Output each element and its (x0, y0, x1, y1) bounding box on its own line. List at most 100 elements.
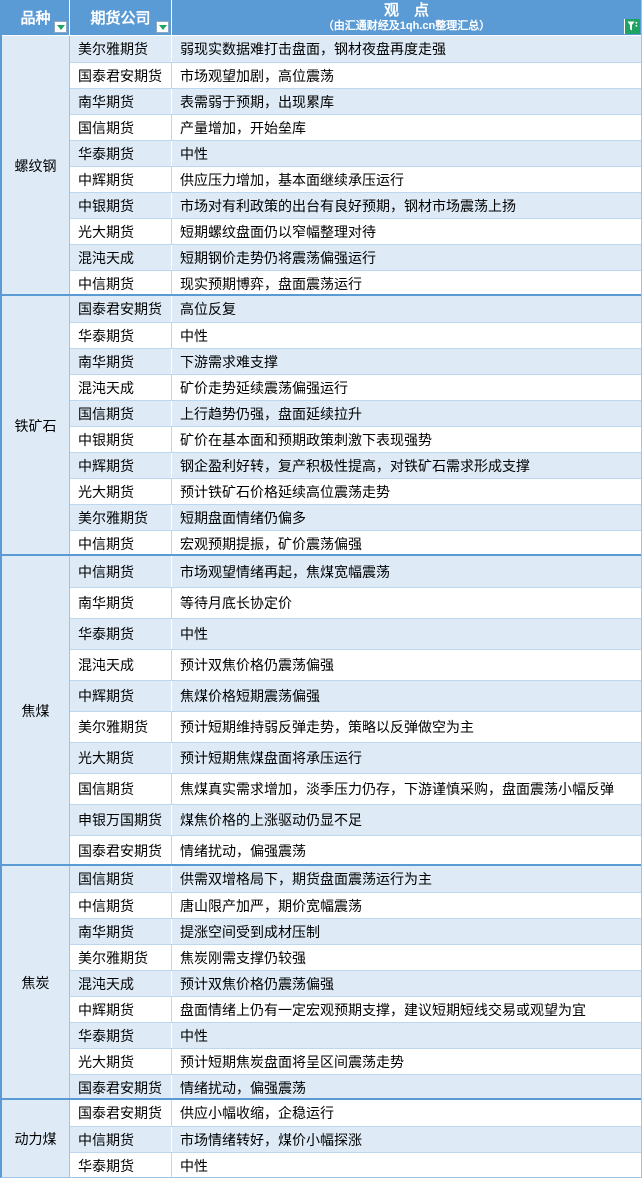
table-row: 南华期货 提涨空间受到成材压制 (70, 918, 641, 944)
company-cell: 混沌天成 (70, 375, 172, 400)
variety-cell: 铁矿石 (2, 296, 70, 556)
table-row: 中信期货 现实预期博弈，盘面震荡运行 (70, 270, 641, 296)
table-row: 国信期货 供需双增格局下，期货盘面震荡运行为主 (70, 866, 641, 892)
company-cell: 混沌天成 (70, 971, 172, 996)
view-cell: 上行趋势仍强，盘面延续拉升 (180, 405, 362, 422)
table-row: 光大期货 预计铁矿石价格延续高位震荡走势 (70, 478, 641, 504)
group-rows: 国信期货 供需双增格局下，期货盘面震荡运行为主 中信期货 唐山限产加严，期价宽幅… (70, 866, 641, 1100)
header-cell-variety: 品种 (2, 0, 70, 35)
company-cell: 申银万国期货 (70, 805, 172, 835)
company-cell: 光大期货 (70, 743, 172, 773)
table-row: 国信期货 焦煤真实需求增加，淡季压力仍存，下游谨慎采购，盘面震荡小幅反弹 (70, 773, 641, 804)
view-cell: 预计短期维持弱反弹走势，策略以反弹做空为主 (180, 719, 474, 735)
company-cell: 光大期货 (70, 1049, 172, 1074)
triangle-down-icon (56, 24, 65, 30)
company-cell: 国信期货 (70, 774, 172, 804)
header-cell-company: 期货公司 (70, 0, 172, 35)
table-row: 国泰君安期货 情绪扰动，偏强震荡 (70, 835, 641, 866)
company-cell: 光大期货 (70, 219, 172, 244)
company-cell: 国信期货 (70, 115, 172, 140)
filter-funnel-icon[interactable] (624, 19, 640, 34)
view-cell: 市场对有利政策的出台有良好预期，钢材市场震荡上扬 (180, 197, 516, 214)
view-cell: 产量增加，开始垒库 (180, 119, 306, 136)
table-body: 螺纹钢 美尔雅期货 弱现实数据难打击盘面，钢材夜盘再度走强 国泰君安期货 市场观… (2, 36, 641, 1177)
variety-filter-dropdown-icon[interactable] (54, 21, 67, 33)
table-row: 华泰期货 中性 (70, 1152, 641, 1177)
table-row: 混沌天成 预计双焦价格仍震荡偏强 (70, 649, 641, 680)
variety-group: 动力煤 国泰君安期货 供应小幅收缩，企稳运行 中信期货 市场情绪转好，煤价小幅探… (2, 1098, 641, 1177)
view-cell: 等待月底长协定价 (180, 595, 292, 611)
table-row: 南华期货 下游需求难支撑 (70, 348, 641, 374)
view-cell: 矿价走势延续震荡偏强运行 (180, 379, 348, 396)
company-cell: 中银期货 (70, 193, 172, 218)
variety-cell: 焦煤 (2, 556, 70, 866)
view-cell: 弱现实数据难打击盘面，钢材夜盘再度走强 (180, 41, 446, 57)
company-cell: 中信期货 (70, 556, 172, 587)
company-cell: 中信期货 (70, 1127, 172, 1152)
table-row: 光大期货 短期螺纹盘面仍以窄幅整理对待 (70, 218, 641, 244)
table-row: 美尔雅期货 弱现实数据难打击盘面，钢材夜盘再度走强 (70, 36, 641, 62)
variety-group: 焦煤 中信期货 市场观望情绪再起，焦煤宽幅震荡 南华期货 等待月底长协定价 华泰… (2, 554, 641, 866)
company-filter-dropdown-icon[interactable] (156, 21, 169, 33)
view-cell: 预计双焦价格仍震荡偏强 (180, 657, 334, 673)
company-cell: 中信期货 (70, 271, 172, 296)
view-cell: 市场观望加剧，高位震荡 (180, 67, 334, 84)
view-cell: 中性 (180, 626, 208, 642)
table-row: 华泰期货 中性 (70, 618, 641, 649)
variety-label: 动力煤 (14, 1131, 57, 1147)
view-cell: 唐山限产加严，期价宽幅震荡 (180, 897, 362, 914)
table-row: 申银万国期货 煤焦价格的上涨驱动仍显不足 (70, 804, 641, 835)
company-cell: 南华期货 (70, 349, 172, 374)
company-cell: 华泰期货 (70, 323, 172, 348)
table-row: 光大期货 预计短期焦炭盘面将呈区间震荡走势 (70, 1048, 641, 1074)
triangle-down-icon (158, 24, 167, 30)
table-row: 华泰期货 中性 (70, 140, 641, 166)
company-column-title: 期货公司 (90, 10, 151, 27)
company-cell: 南华期货 (70, 89, 172, 114)
view-cell: 现实预期博弈，盘面震荡运行 (180, 275, 362, 292)
view-cell: 短期盘面情绪仍偏多 (180, 509, 306, 526)
view-cell: 焦煤真实需求增加，淡季压力仍存，下游谨慎采购，盘面震荡小幅反弹 (180, 781, 614, 797)
table-row: 混沌天成 短期钢价走势仍将震荡偏强运行 (70, 244, 641, 270)
table-row: 中辉期货 盘面情绪上仍有一定宏观预期支撑，建议短期短线交易或观望为宜 (70, 996, 641, 1022)
view-cell: 短期钢价走势仍将震荡偏强运行 (180, 249, 376, 266)
company-cell: 光大期货 (70, 479, 172, 504)
variety-group: 焦炭 国信期货 供需双增格局下，期货盘面震荡运行为主 中信期货 唐山限产加严，期… (2, 864, 641, 1100)
table-row: 国泰君安期货 供应小幅收缩，企稳运行 (70, 1100, 641, 1126)
view-cell: 表需弱于预期，出现累库 (180, 93, 334, 110)
view-cell: 供应压力增加，基本面继续承压运行 (180, 171, 404, 188)
variety-group: 铁矿石 国泰君安期货 高位反复 华泰期货 中性 南华期货 下游需求难支撑 混沌天… (2, 294, 641, 556)
view-cell: 高位反复 (180, 301, 236, 317)
view-cell: 市场观望情绪再起，焦煤宽幅震荡 (180, 563, 390, 580)
company-cell: 中银期货 (70, 427, 172, 452)
company-cell: 中辉期货 (70, 167, 172, 192)
company-cell: 南华期货 (70, 919, 172, 944)
company-cell: 南华期货 (70, 588, 172, 618)
variety-group: 螺纹钢 美尔雅期货 弱现实数据难打击盘面，钢材夜盘再度走强 国泰君安期货 市场观… (2, 36, 641, 296)
view-cell: 预计铁矿石价格延续高位震荡走势 (180, 483, 390, 500)
company-cell: 华泰期货 (70, 141, 172, 166)
variety-label: 螺纹钢 (14, 158, 57, 174)
table-row: 美尔雅期货 预计短期维持弱反弹走势，策略以反弹做空为主 (70, 711, 641, 742)
company-cell: 华泰期货 (70, 619, 172, 649)
view-cell: 市场情绪转好，煤价小幅探涨 (180, 1131, 362, 1148)
table-row: 光大期货 预计短期焦煤盘面将承压运行 (70, 742, 641, 773)
view-cell: 短期螺纹盘面仍以窄幅整理对待 (180, 223, 376, 240)
view-cell: 矿价在基本面和预期政策刺激下表现强势 (180, 431, 432, 448)
view-cell: 预计双焦价格仍震荡偏强 (180, 975, 334, 992)
view-cell: 下游需求难支撑 (180, 353, 278, 370)
company-cell: 华泰期货 (70, 1153, 172, 1177)
table-row: 华泰期货 中性 (70, 1022, 641, 1048)
company-cell: 国信期货 (70, 401, 172, 426)
table-row: 国信期货 产量增加，开始垒库 (70, 114, 641, 140)
company-cell: 中辉期货 (70, 681, 172, 711)
view-cell: 情绪扰动，偏强震荡 (180, 1079, 306, 1096)
view-cell: 预计短期焦煤盘面将承压运行 (180, 750, 362, 766)
company-cell: 中信期货 (70, 531, 172, 556)
company-cell: 华泰期货 (70, 1023, 172, 1048)
variety-column-title: 品种 (20, 10, 51, 27)
table-row: 中银期货 市场对有利政策的出台有良好预期，钢材市场震荡上扬 (70, 192, 641, 218)
company-cell: 中辉期货 (70, 997, 172, 1022)
view-cell: 中性 (180, 327, 208, 344)
table-row: 中信期货 唐山限产加严，期价宽幅震荡 (70, 892, 641, 918)
